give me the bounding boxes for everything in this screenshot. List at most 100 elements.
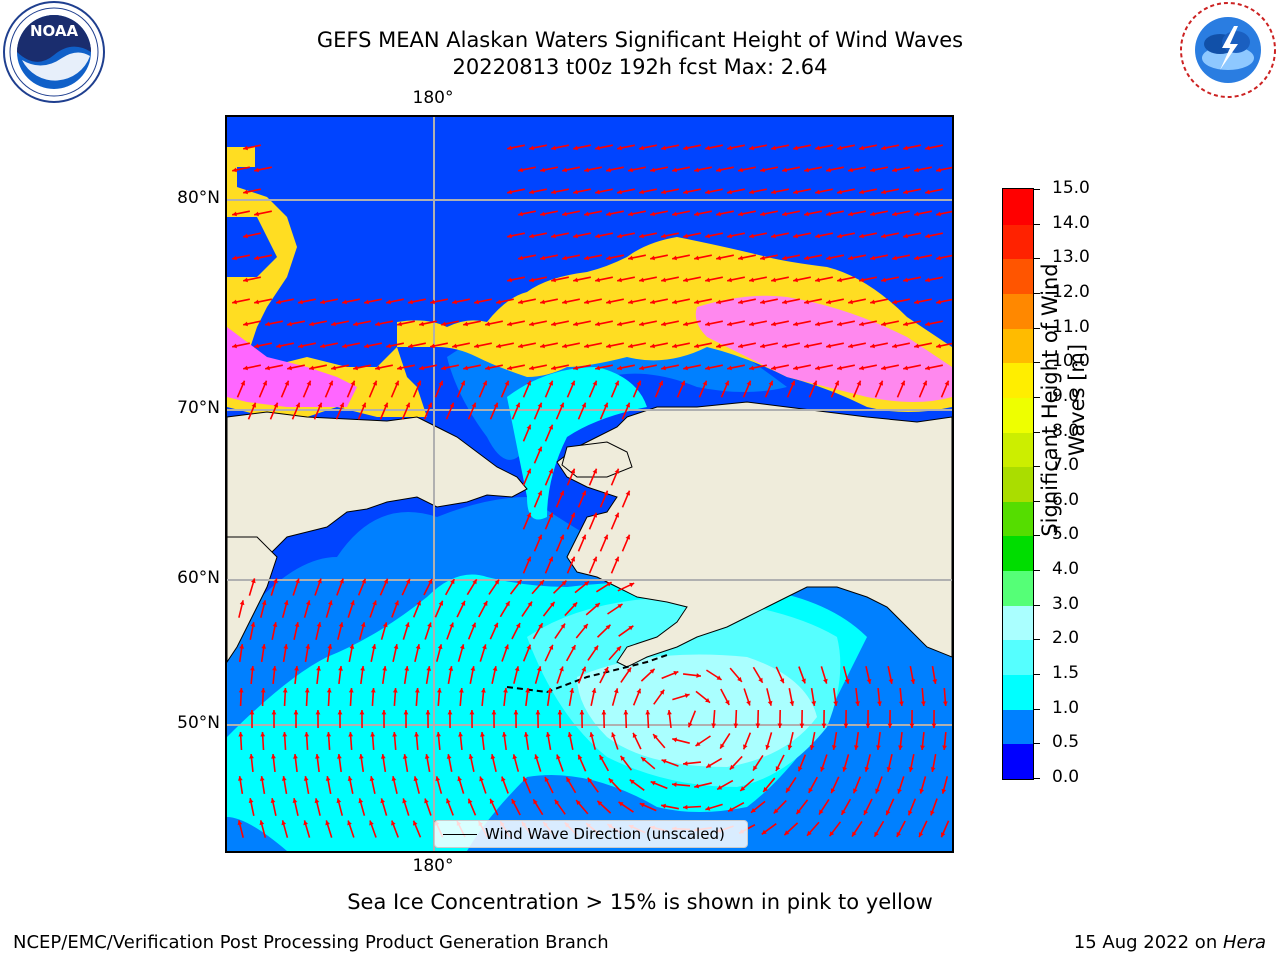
wave-direction-arrowhead — [897, 788, 902, 794]
wave-direction-arrowhead — [577, 754, 583, 760]
wave-direction-arrowhead — [771, 365, 776, 371]
wave-direction-arrowhead — [533, 799, 538, 805]
wave-direction-arrowhead — [695, 741, 701, 746]
colorbar-tick — [1034, 708, 1040, 710]
wave-band-2-3 — [577, 654, 817, 767]
wave-direction-arrowhead — [583, 624, 588, 629]
wave-direction-arrowhead — [468, 798, 473, 804]
wave-direction-arrowhead — [328, 600, 333, 606]
wave-direction-arrowhead — [632, 732, 638, 738]
wave-direction-arrowhead — [317, 578, 322, 584]
wave-direction-arrowhead — [705, 189, 710, 195]
wave-direction-arrowhead — [859, 145, 864, 151]
wave-direction-arrowhead — [540, 255, 545, 261]
wave-direction-arrowhead — [551, 365, 556, 371]
colorbar-tick — [1034, 778, 1040, 779]
wave-direction-arrowhead — [592, 468, 598, 474]
wave-direction-arrowhead — [804, 167, 809, 173]
wave-direction-arrowhead — [779, 678, 785, 684]
wave-direction-arrowhead — [830, 788, 836, 794]
wave-direction-arrowhead — [243, 233, 248, 239]
wave-direction-arrowhead — [416, 380, 422, 386]
footer-date: 15 Aug 2022 on Hera — [1074, 932, 1266, 953]
wave-direction-arrowhead — [749, 321, 754, 327]
lat-label-80n: 80°N — [177, 188, 220, 208]
wave-direction-arrowhead — [567, 732, 573, 737]
wave-direction-arrowhead — [561, 580, 567, 586]
wave-direction-arrowhead — [826, 167, 831, 173]
wave-direction-arrowhead — [540, 299, 545, 305]
wave-direction-arrowhead — [326, 732, 332, 737]
wave-direction-arrowhead — [540, 343, 545, 349]
wave-direction-arrowhead — [903, 145, 908, 151]
colorbar-segment — [1003, 362, 1033, 398]
wave-direction-arrowhead — [557, 710, 563, 715]
wave-direction-arrowhead — [705, 321, 710, 327]
wave-direction-arrowhead — [283, 644, 289, 649]
wave-direction-arrowhead — [526, 380, 532, 386]
wave-direction-arrowhead — [834, 380, 840, 386]
wave-direction-arrowhead — [514, 666, 520, 672]
wave-direction-arrowhead — [295, 578, 300, 584]
wave-direction-arrowhead — [720, 743, 725, 749]
wave-direction-arrowhead — [361, 578, 366, 584]
wave-direction-arrowhead — [261, 600, 267, 606]
wave-direction-arrowhead — [755, 723, 761, 728]
wave-direction-arrowhead — [309, 321, 314, 327]
wave-direction-arrowhead — [844, 678, 850, 684]
wave-direction-arrowhead — [729, 764, 735, 770]
wave-direction-arrowhead — [809, 745, 815, 750]
colorbar-tick — [1034, 674, 1040, 676]
wave-direction-arrowhead — [441, 365, 446, 371]
wave-direction-arrowhead — [350, 600, 355, 606]
lon-label-bottom: 180° — [412, 856, 454, 876]
wave-direction-arrowhead — [793, 365, 798, 371]
noaa-logo: NOAA — [3, 1, 105, 103]
wave-direction-arrowhead — [281, 820, 287, 826]
wave-direction-arrowhead — [623, 710, 629, 715]
wave-direction-arrowhead — [515, 402, 521, 408]
wave-direction-arrowhead — [705, 806, 711, 811]
wave-direction-arrowhead — [711, 723, 717, 728]
wave-direction-arrowhead — [572, 602, 578, 608]
wave-direction-arrowhead — [826, 299, 831, 305]
wave-direction-arrowhead — [526, 468, 532, 474]
wave-direction-arrowhead — [303, 776, 309, 781]
wave-direction-arrowhead — [559, 402, 565, 408]
wave-direction-arrowhead — [507, 277, 512, 283]
wave-direction-arrowhead — [672, 211, 677, 217]
wave-direction-arrowhead — [295, 402, 301, 408]
wave-direction-arrowhead — [250, 622, 256, 627]
wave-direction-arrowhead — [804, 343, 809, 349]
wave-direction-arrowhead — [518, 255, 523, 261]
colorbar-tick-label: 11.0 — [1052, 316, 1090, 337]
wave-direction-arrowhead — [566, 777, 571, 783]
wave-direction-arrowhead — [683, 761, 688, 766]
wave-direction-arrowhead — [504, 644, 509, 650]
wave-direction-arrowhead — [930, 810, 935, 816]
wave-direction-arrowhead — [786, 787, 791, 793]
wave-direction-arrowhead — [551, 277, 556, 283]
wave-direction-arrowhead — [570, 468, 576, 474]
colorbar-tick-label: 4.0 — [1052, 559, 1080, 580]
wave-direction-arrowhead — [282, 732, 288, 737]
wave-direction-arrowhead — [683, 365, 688, 371]
wave-direction-arrowhead — [782, 211, 787, 217]
wave-direction-arrowhead — [515, 622, 521, 628]
land-kamchatka — [227, 536, 278, 663]
wave-direction-arrowhead — [914, 211, 919, 217]
wave-direction-arrowhead — [661, 277, 666, 283]
wave-direction-arrowhead — [287, 321, 292, 327]
wave-direction-arrowhead — [493, 402, 499, 408]
wave-direction-arrowhead — [705, 233, 710, 239]
wave-direction-arrowhead — [815, 277, 820, 283]
wave-direction-arrowhead — [471, 622, 476, 628]
wave-direction-arrowhead — [821, 723, 827, 728]
wave-direction-arrowhead — [837, 277, 842, 283]
wave-direction-arrowhead — [618, 801, 624, 807]
footer-date-text: 15 Aug 2022 on — [1073, 932, 1223, 953]
wave-direction-arrowhead — [921, 701, 926, 706]
wave-direction-arrowhead — [899, 701, 904, 706]
wave-direction-arrowhead — [650, 781, 656, 786]
wave-direction-arrowhead — [842, 766, 848, 772]
